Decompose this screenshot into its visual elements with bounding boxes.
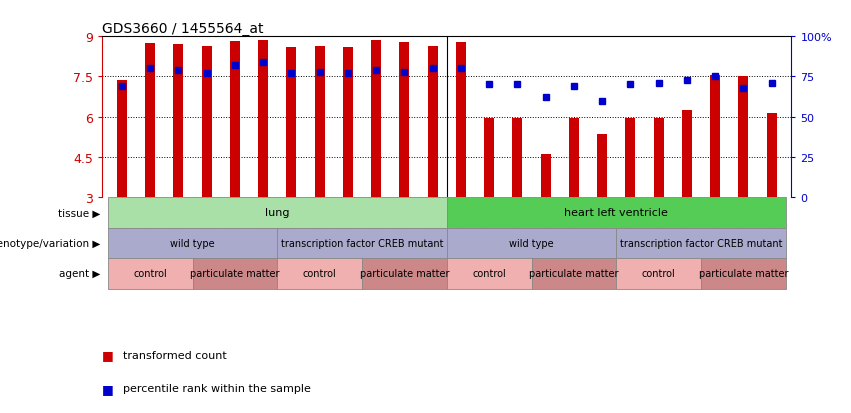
Bar xyxy=(654,119,664,197)
Bar xyxy=(711,76,720,197)
Bar xyxy=(484,119,494,197)
Bar xyxy=(399,43,409,197)
Text: ■: ■ xyxy=(102,382,114,395)
Bar xyxy=(512,119,523,197)
Bar xyxy=(569,119,579,197)
Text: agent ▶: agent ▶ xyxy=(60,269,100,279)
Bar xyxy=(192,259,277,289)
Bar xyxy=(108,228,277,259)
Bar xyxy=(108,259,192,289)
Text: transcription factor CREB mutant: transcription factor CREB mutant xyxy=(281,238,443,248)
Bar xyxy=(532,259,616,289)
Text: wild type: wild type xyxy=(509,238,554,248)
Bar xyxy=(343,48,353,197)
Text: transformed count: transformed count xyxy=(123,350,227,360)
Bar xyxy=(146,44,155,197)
Bar xyxy=(540,154,551,197)
Bar xyxy=(447,228,616,259)
Bar xyxy=(362,259,447,289)
Text: control: control xyxy=(134,269,167,279)
Bar xyxy=(739,77,748,197)
Text: wild type: wild type xyxy=(170,238,214,248)
Bar xyxy=(108,197,447,228)
Text: transcription factor CREB mutant: transcription factor CREB mutant xyxy=(620,238,782,248)
Text: lung: lung xyxy=(265,208,289,218)
Text: particulate matter: particulate matter xyxy=(699,269,788,279)
Text: particulate matter: particulate matter xyxy=(529,269,619,279)
Bar xyxy=(625,119,636,197)
Bar xyxy=(230,42,240,197)
Bar xyxy=(174,45,183,197)
Bar xyxy=(258,41,268,197)
Bar xyxy=(428,47,437,197)
Bar xyxy=(277,259,362,289)
Bar xyxy=(447,197,785,228)
Text: particulate matter: particulate matter xyxy=(360,269,449,279)
Text: control: control xyxy=(303,269,336,279)
Text: control: control xyxy=(642,269,676,279)
Text: tissue ▶: tissue ▶ xyxy=(59,208,100,218)
Bar xyxy=(616,228,785,259)
Text: heart left ventricle: heart left ventricle xyxy=(564,208,668,218)
Bar xyxy=(447,259,532,289)
Bar xyxy=(315,47,324,197)
Bar xyxy=(701,259,785,289)
Bar xyxy=(287,48,296,197)
Bar xyxy=(616,259,701,289)
Bar xyxy=(202,47,212,197)
Text: control: control xyxy=(472,269,506,279)
Bar xyxy=(277,228,447,259)
Text: ■: ■ xyxy=(102,349,114,362)
Bar xyxy=(456,43,465,197)
Bar xyxy=(371,41,381,197)
Bar xyxy=(597,135,607,197)
Text: particulate matter: particulate matter xyxy=(190,269,280,279)
Bar xyxy=(682,111,692,197)
Text: percentile rank within the sample: percentile rank within the sample xyxy=(123,383,311,393)
Text: genotype/variation ▶: genotype/variation ▶ xyxy=(0,238,100,248)
Bar xyxy=(117,81,127,197)
Text: GDS3660 / 1455564_at: GDS3660 / 1455564_at xyxy=(102,22,264,36)
Bar xyxy=(767,114,777,197)
